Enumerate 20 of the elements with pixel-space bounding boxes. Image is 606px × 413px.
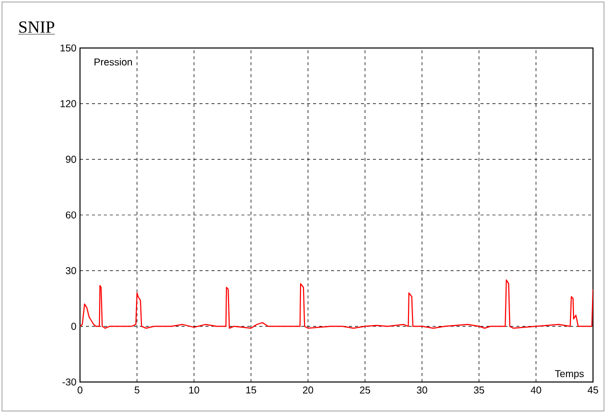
chart-title: SNIP — [19, 21, 54, 33]
x-tick-label: 0 — [78, 386, 82, 394]
y-tick-label: -30 — [62, 378, 76, 386]
x-tick-label: 5 — [134, 386, 140, 394]
x-axis-title: Temps — [554, 370, 584, 380]
x-tick-label: 15 — [246, 386, 256, 394]
y-tick-label: 150 — [60, 44, 76, 52]
y-tick-label: 90 — [66, 156, 76, 163]
x-tick-label: 10 — [189, 386, 200, 394]
y-axis-title: Pression — [94, 58, 132, 66]
x-tick-label: 25 — [360, 386, 370, 394]
y-tick-label: 60 — [66, 211, 76, 219]
x-tick-label: 35 — [474, 386, 484, 394]
y-tick-label: 0 — [71, 322, 76, 330]
x-tick-label: 45 — [588, 386, 598, 394]
x-tick-label: 20 — [302, 386, 314, 394]
y-tick-label: 30 — [66, 267, 76, 274]
x-tick-label: 40 — [530, 386, 542, 394]
y-tick-label: 120 — [60, 100, 76, 108]
x-tick-label: 30 — [416, 386, 428, 394]
